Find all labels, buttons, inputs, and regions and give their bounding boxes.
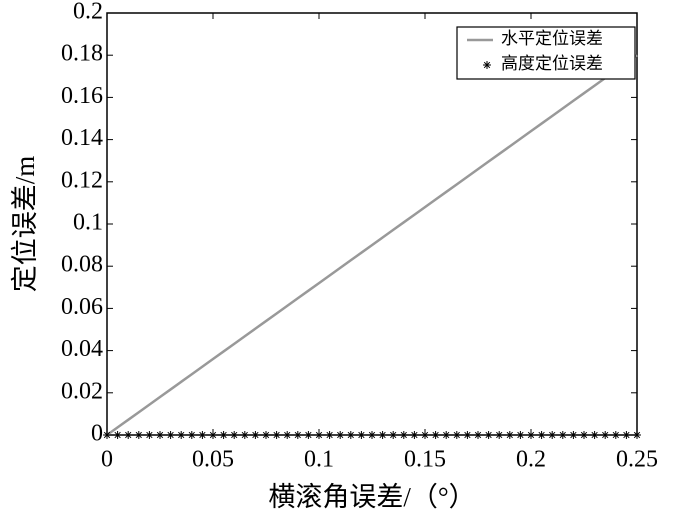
marker <box>463 431 472 439</box>
y-tick-label: 0.2 <box>73 0 103 25</box>
marker <box>240 431 249 439</box>
marker <box>293 431 302 439</box>
marker <box>209 431 217 439</box>
marker <box>399 431 408 439</box>
y-tick-label: 0.18 <box>61 41 103 67</box>
marker <box>548 431 557 439</box>
legend-label: 高度定位误差 <box>501 54 603 73</box>
marker <box>474 431 482 439</box>
marker <box>431 431 440 439</box>
y-tick-label: 0.02 <box>61 378 103 404</box>
marker <box>558 431 567 439</box>
marker <box>421 431 429 439</box>
legend-box <box>456 26 636 80</box>
y-tick-label: 0.12 <box>61 167 103 193</box>
marker <box>272 431 281 439</box>
x-axis-label: 横滚角误差/（°） <box>268 482 475 512</box>
marker <box>230 431 239 439</box>
marker <box>452 431 461 439</box>
x-tick-label: 0.05 <box>192 447 234 473</box>
marker <box>622 431 631 439</box>
marker <box>633 431 641 439</box>
marker <box>357 431 366 439</box>
x-tick-label: 0.2 <box>516 447 546 473</box>
marker <box>283 431 292 439</box>
marker <box>113 431 122 439</box>
marker <box>145 431 154 439</box>
marker <box>304 431 313 439</box>
marker <box>611 431 620 439</box>
y-tick-label: 0 <box>91 421 103 447</box>
marker <box>262 431 270 439</box>
marker <box>516 431 525 439</box>
marker <box>251 431 260 439</box>
plot-area <box>106 12 638 436</box>
marker <box>134 431 143 439</box>
series-line <box>106 54 638 437</box>
marker <box>537 431 546 439</box>
marker <box>368 431 376 439</box>
marker <box>527 431 535 439</box>
marker <box>346 431 355 439</box>
y-tick-label: 0.1 <box>73 210 103 236</box>
marker <box>187 431 196 439</box>
marker <box>483 61 491 69</box>
marker <box>103 431 111 439</box>
marker <box>495 431 504 439</box>
y-axis-label: 定位误差/m <box>10 156 40 293</box>
marker <box>198 431 207 439</box>
marker <box>601 431 610 439</box>
marker <box>124 431 133 439</box>
y-tick-label: 0.14 <box>61 125 103 151</box>
x-tick-label: 0.25 <box>616 447 658 473</box>
marker <box>166 431 175 439</box>
marker <box>219 431 228 439</box>
marker <box>442 431 451 439</box>
marker <box>505 431 514 439</box>
marker <box>410 431 419 439</box>
marker <box>378 431 387 439</box>
marker <box>156 431 164 439</box>
marker <box>336 431 345 439</box>
x-tick-label: 0.15 <box>404 447 446 473</box>
marker <box>325 431 334 439</box>
marker <box>569 431 578 439</box>
marker <box>484 431 493 439</box>
x-tick-label: 0.1 <box>304 447 334 473</box>
y-tick-label: 0.16 <box>61 83 103 109</box>
x-tick-label: 0 <box>101 447 113 473</box>
marker <box>590 431 599 439</box>
y-tick-label: 0.04 <box>61 336 103 362</box>
marker <box>315 431 323 439</box>
marker <box>389 431 398 439</box>
marker <box>580 431 588 439</box>
marker <box>177 431 186 439</box>
y-tick-label: 0.06 <box>61 294 103 320</box>
y-tick-label: 0.08 <box>61 252 103 278</box>
legend-label: 水平定位误差 <box>501 29 603 48</box>
